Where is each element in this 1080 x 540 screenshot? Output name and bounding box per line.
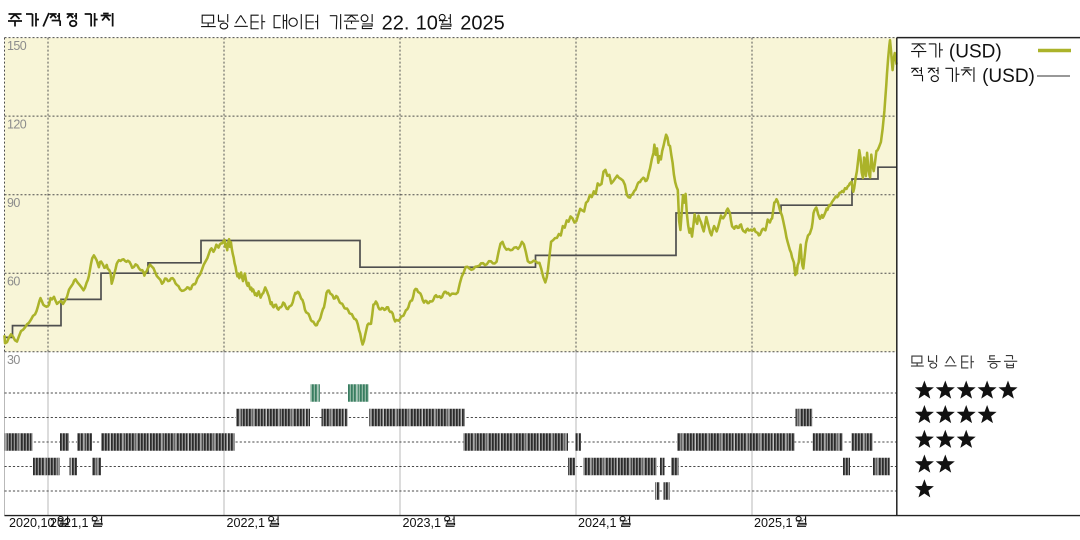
svg-text:2021,1: 2021,1: [50, 516, 89, 530]
svg-text:2023,1: 2023,1: [403, 516, 442, 530]
svg-text:2020,10: 2020,10: [9, 516, 55, 530]
svg-text:120: 120: [7, 118, 27, 132]
svg-text:10: 10: [416, 12, 438, 34]
svg-text:90: 90: [7, 196, 20, 210]
svg-text:30: 30: [7, 353, 20, 367]
svg-text:2025,1: 2025,1: [754, 516, 793, 530]
svg-text:60: 60: [7, 275, 20, 289]
svg-text:2022,1: 2022,1: [227, 516, 266, 530]
svg-text:(USD): (USD): [949, 42, 1002, 63]
svg-text:150: 150: [7, 39, 27, 53]
svg-text:(USD): (USD): [982, 66, 1035, 87]
svg-text:22.: 22.: [382, 12, 410, 34]
svg-text:2025: 2025: [460, 12, 505, 34]
svg-text:2024,1: 2024,1: [578, 516, 617, 530]
